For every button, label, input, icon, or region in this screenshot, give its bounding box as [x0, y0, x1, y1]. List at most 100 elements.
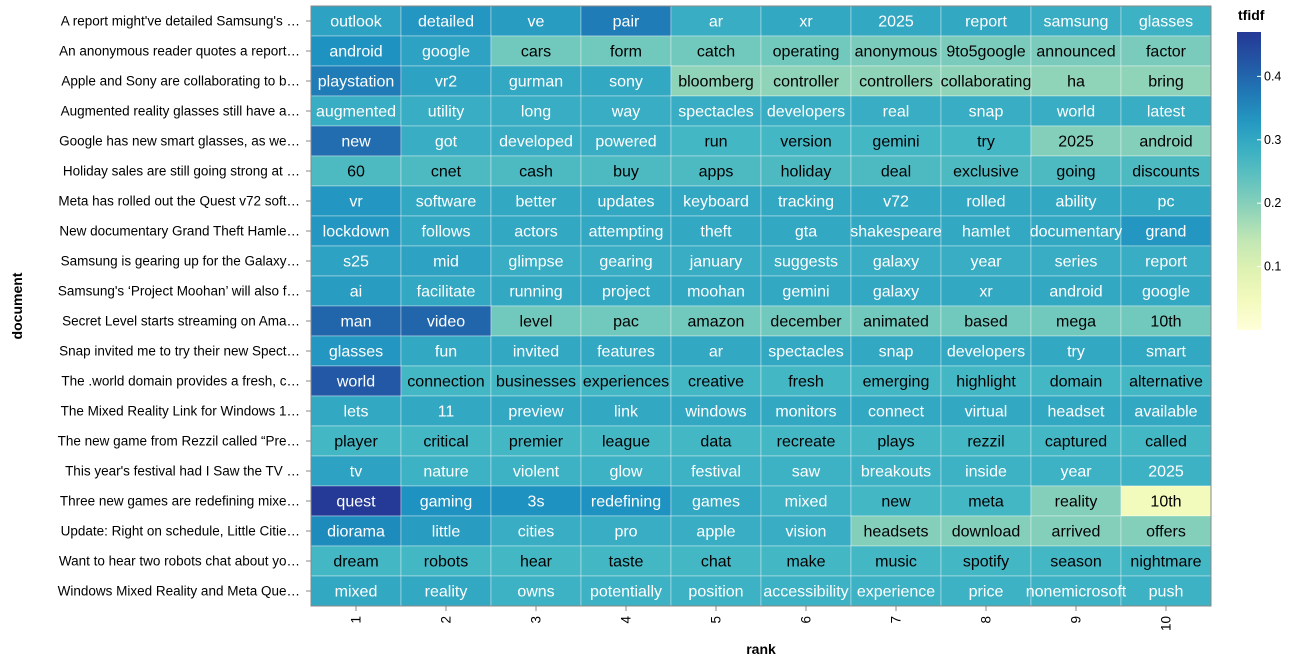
cell-word-label: xr — [799, 14, 813, 31]
cell-word-label: premier — [509, 434, 564, 451]
heatmap-cell — [580, 185, 672, 217]
heatmap-cell — [310, 95, 402, 127]
heatmap-cell — [850, 35, 942, 67]
cell-word-label: businesses — [496, 374, 576, 391]
cell-word-label: factor — [1146, 44, 1187, 61]
cell-word-label: android — [1139, 134, 1192, 151]
heatmap-cell — [490, 305, 582, 337]
heatmap-cell — [1120, 335, 1212, 367]
heatmap-cell — [1030, 275, 1122, 307]
heatmap-cell — [1030, 155, 1122, 187]
cell-word-label: going — [1056, 164, 1095, 181]
heatmap-cell — [400, 275, 492, 307]
cell-word-label: augmented — [316, 104, 396, 121]
heatmap-cell — [580, 35, 672, 67]
heatmap-cell — [1030, 35, 1122, 67]
heatmap-cell — [670, 125, 762, 157]
cell-word-label: saw — [792, 464, 821, 481]
x-tick-label: 7 — [889, 616, 904, 624]
cell-word-label: google — [1142, 284, 1190, 301]
heatmap-cell — [850, 245, 942, 277]
legend-tick-label: 0.4 — [1264, 69, 1281, 83]
heatmap-cell — [490, 125, 582, 157]
heatmap-cell — [310, 455, 402, 487]
cell-word-label: experiences — [583, 374, 669, 391]
cell-word-label: arrived — [1052, 524, 1101, 541]
cell-word-label: owns — [517, 584, 554, 601]
cell-word-label: gaming — [420, 494, 472, 511]
y-axis-title: document — [9, 272, 25, 339]
x-tick-label: 1 — [349, 616, 364, 624]
heatmap-cell — [310, 485, 402, 517]
cell-word-label: announced — [1036, 44, 1115, 61]
cell-word-label: position — [688, 584, 743, 601]
legend-tick-label: 0.2 — [1264, 196, 1281, 210]
heatmap-cell — [580, 305, 672, 337]
heatmap-cell — [940, 245, 1032, 277]
cell-word-label: spectacles — [768, 344, 844, 361]
heatmap-cell — [580, 245, 672, 277]
heatmap-cell — [850, 455, 942, 487]
cell-word-label: google — [422, 44, 470, 61]
heatmap-cell — [940, 365, 1032, 397]
cell-word-label: outlook — [330, 14, 383, 31]
cell-word-label: little — [432, 524, 461, 541]
cell-word-label: follows — [422, 224, 471, 241]
y-tick-label: This year's festival had I Saw the TV … — [65, 464, 300, 479]
cell-word-label: holiday — [781, 164, 832, 181]
cell-word-label: rezzil — [967, 434, 1004, 451]
cell-word-label: documentary — [1030, 224, 1123, 241]
heatmap-cell — [1030, 575, 1122, 607]
cell-word-label: domain — [1050, 374, 1102, 391]
cell-word-label: connect — [868, 404, 925, 421]
cell-word-label: ability — [1056, 194, 1097, 211]
cell-word-label: report — [1145, 254, 1187, 271]
heatmap-cell — [850, 515, 942, 547]
cell-word-label: gearing — [599, 254, 652, 271]
cell-word-label: violent — [513, 464, 560, 481]
cell-word-label: gta — [795, 224, 817, 241]
cell-word-label: offers — [1146, 524, 1186, 541]
cell-word-label: developers — [767, 104, 845, 121]
heatmap-cell — [400, 485, 492, 517]
cell-word-label: 2025 — [1148, 464, 1184, 481]
heatmap-cell — [670, 425, 762, 457]
cell-word-label: 2025 — [878, 14, 914, 31]
cell-word-label: real — [883, 104, 910, 121]
heatmap-cell — [940, 65, 1032, 97]
heatmap-cell — [1120, 95, 1212, 127]
heatmap-cell — [490, 65, 582, 97]
heatmap-cell — [850, 305, 942, 337]
heatmap-cell — [400, 515, 492, 547]
y-tick-label: Augmented reality glasses still have a… — [61, 104, 300, 119]
cell-word-label: software — [416, 194, 477, 211]
cell-word-label: cash — [519, 164, 553, 181]
heatmap-cell — [940, 215, 1032, 247]
cell-word-label: fresh — [788, 374, 824, 391]
heatmap-cell — [760, 335, 852, 367]
heatmap-cell — [580, 575, 672, 607]
heatmap-cell — [1120, 35, 1212, 67]
cell-word-label: buy — [613, 164, 639, 181]
heatmap-cell — [580, 5, 672, 37]
cell-word-label: available — [1134, 404, 1197, 421]
cell-word-label: spotify — [963, 554, 1009, 571]
cell-word-label: glimpse — [508, 254, 563, 271]
x-tick-label: 3 — [529, 616, 544, 624]
y-tick-label: Snap invited me to try their new Spect… — [59, 344, 300, 359]
heatmap-cell — [850, 425, 942, 457]
cell-word-label: man — [340, 314, 371, 331]
heatmap-cell — [760, 275, 852, 307]
heatmap-cell — [1030, 425, 1122, 457]
cell-word-label: quest — [336, 494, 376, 511]
heatmap-cell — [400, 425, 492, 457]
cell-word-label: reality — [425, 584, 468, 601]
heatmap-cell — [940, 305, 1032, 337]
heatmap-cell — [490, 35, 582, 67]
heatmap-cell — [670, 305, 762, 337]
heatmap-cell — [760, 125, 852, 157]
heatmap-cell — [670, 455, 762, 487]
heatmap-cell — [760, 485, 852, 517]
heatmap-cell — [400, 395, 492, 427]
